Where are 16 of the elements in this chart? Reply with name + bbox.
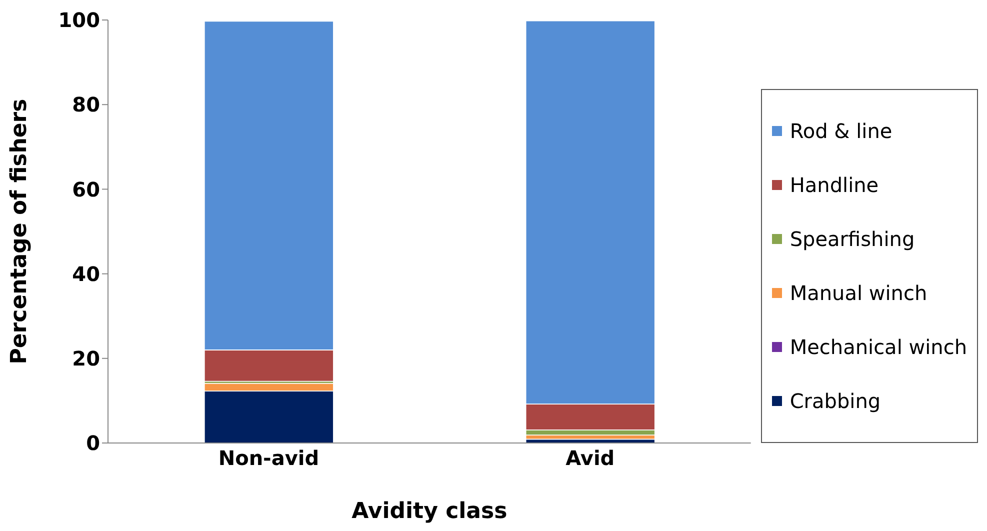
x-tick-label: Avid bbox=[566, 446, 615, 470]
y-tick-label: 0 bbox=[86, 431, 100, 456]
y-tick-label: 80 bbox=[72, 92, 100, 117]
x-tick-label: Non-avid bbox=[218, 446, 320, 470]
legend-label: Handline bbox=[790, 172, 879, 196]
legend-label: Manual winch bbox=[790, 280, 928, 304]
legend-label: Mechanical winch bbox=[790, 334, 967, 358]
y-tick-label: 20 bbox=[72, 346, 100, 370]
legend-label: Spearfishing bbox=[790, 226, 915, 250]
legend-label: Crabbing bbox=[790, 388, 881, 412]
y-axis-title: Percentage of fishers bbox=[6, 98, 32, 364]
y-tick-label: 100 bbox=[58, 8, 100, 32]
x-axis-title: Avidity class bbox=[352, 499, 508, 524]
legend-label: Rod & line bbox=[790, 118, 892, 142]
y-tick-label: 60 bbox=[72, 177, 100, 202]
y-tick-label: 40 bbox=[72, 262, 100, 286]
